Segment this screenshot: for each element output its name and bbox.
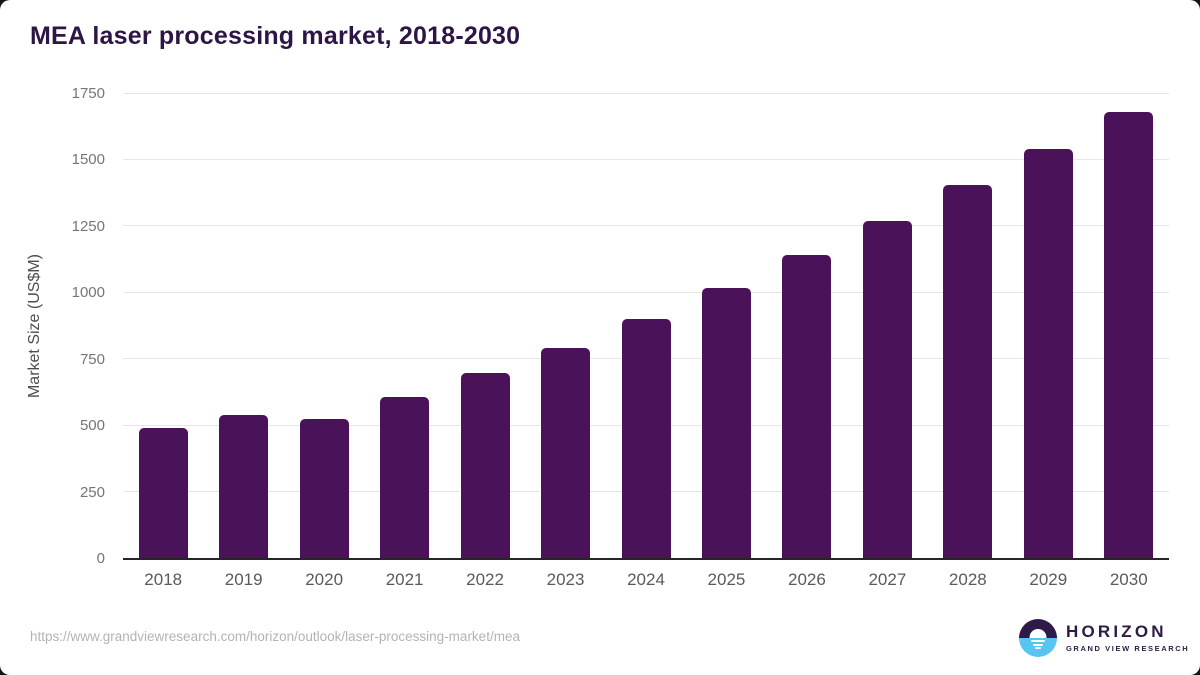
bar-2019 [219,414,269,558]
x-tick-label-2021: 2021 [385,570,424,589]
x-tick-label-2024: 2024 [627,570,665,589]
gridline-1250 [123,225,1169,227]
x-tick-label-2028: 2028 [948,570,987,589]
y-tick-label-250: 250 [79,483,105,501]
x-tick-label-2026: 2026 [788,570,826,589]
x-tick-label-2025: 2025 [707,570,746,589]
x-tick-label-2030: 2030 [1109,570,1148,589]
x-tick-label-2020: 2020 [305,570,344,589]
gridline-1000 [123,291,1169,293]
horizon-logo: HORIZON GRAND VIEW RESEARCH [1019,619,1189,657]
y-tick-label-1750: 1750 [71,85,105,102]
bar-2026 [782,255,832,558]
bar-2030 [1104,111,1154,558]
x-tick-label-2018: 2018 [144,570,183,589]
y-tick-label-500: 500 [79,417,105,435]
gridline-1750 [123,92,1169,94]
source-url: https://www.grandviewresearch.com/horizo… [30,629,520,644]
horizon-sun-icon [1019,619,1057,657]
plot-area: 0 250 500 750 1000 1250 1500 1750 2018 2019 2020 20… [72,86,1169,589]
page-title: MEA laser processing market, 2018-2030 [30,22,521,50]
x-tick-label-2027: 2027 [868,570,907,589]
bar-2021 [380,397,430,558]
y-tick-label-750: 750 [79,350,105,368]
bar-2020 [299,418,349,558]
y-tick-label-1000: 1000 [71,284,105,302]
logo-brand: HORIZON [1066,622,1167,642]
x-tick-label-2022: 2022 [466,570,504,589]
x-tick-label-2023: 2023 [546,570,585,589]
gridline-1500 [123,158,1169,160]
bar-2027 [862,220,912,558]
water-ripples-shape [1031,638,1045,649]
bar-2028 [943,184,993,558]
x-tick-label-2029: 2029 [1029,570,1068,589]
bar-2024 [621,318,671,558]
bar-2029 [1023,148,1073,558]
bar-2022 [460,373,510,558]
sun-shape [1029,629,1047,638]
y-tick-label-1500: 1500 [71,151,105,169]
y-tick-label-0: 0 [96,550,105,567]
logo-subbrand: GRAND VIEW RESEARCH [1066,643,1190,653]
y-axis-title-text: Market Size (US$M) [26,253,43,398]
bar-2025 [701,288,751,558]
bar-2023 [541,348,591,558]
y-tick-label-1250: 1250 [71,217,105,235]
logo-text: HORIZON GRAND VIEW RESEARCH [1066,622,1190,653]
x-tick-label-2019: 2019 [224,570,263,589]
bar-2018 [138,427,188,558]
